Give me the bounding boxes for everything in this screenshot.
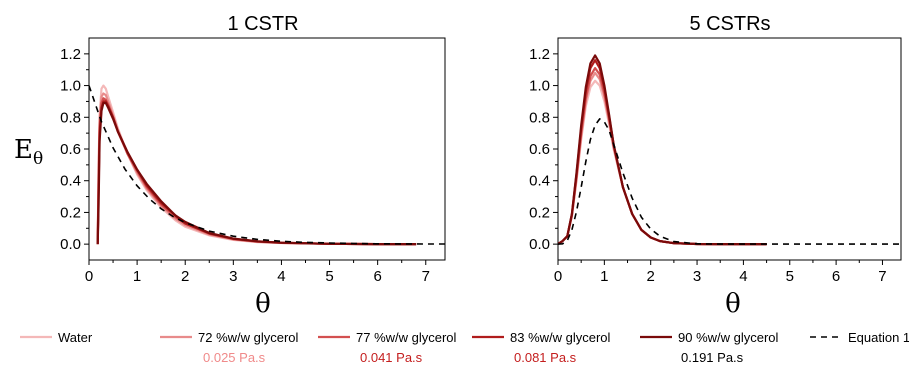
y-tick-label: 0.4: [60, 173, 81, 190]
y-tick-label: 1.2: [60, 46, 81, 63]
legend-label: 90 %w/w glycerol: [678, 330, 779, 345]
x-tick-label: 5: [786, 268, 794, 285]
legend-label: Water: [58, 330, 93, 345]
panel-title: 5 CSTRs: [689, 13, 770, 35]
series-line-equation-1: [89, 85, 445, 245]
y-axis-title-sub: θ: [33, 149, 43, 169]
x-tick-label: 6: [832, 268, 840, 285]
legend-label: 77 %w/w glycerol: [356, 330, 457, 345]
x-tick-label: 6: [373, 268, 381, 285]
x-axis-title: θ: [255, 289, 271, 319]
legend-label: 83 %w/w glycerol: [510, 330, 611, 345]
x-tick-label: 7: [878, 268, 886, 285]
y-tick-label: 0.6: [529, 141, 550, 158]
x-tick-label: 4: [739, 268, 747, 285]
y-tick-label: 0.0: [529, 236, 550, 253]
viscosity-label: 0.025 Pa.s: [203, 350, 266, 365]
y-tick-label: 1.0: [60, 78, 81, 95]
y-tick-label: 0.0: [60, 236, 81, 253]
plot-frame: [88, 37, 446, 261]
y-tick-label: 0.2: [529, 204, 550, 221]
viscosity-label: 0.191 Pa.s: [681, 350, 744, 365]
y-tick-label: 1.2: [529, 46, 550, 63]
x-tick-label: 3: [693, 268, 701, 285]
y-tick-label: 0.8: [60, 109, 81, 126]
series-line-72-w-w-glycerol: [96, 92, 417, 246]
panel-title: 1 CSTR: [227, 13, 298, 35]
y-tick-label: 0.8: [529, 109, 550, 126]
x-tick-label: 2: [647, 268, 655, 285]
series-line-83-w-w-glycerol: [96, 100, 417, 246]
y-axis-title: Eθ: [14, 135, 43, 169]
y-tick-label: 1.0: [529, 78, 550, 95]
x-tick-label: 4: [277, 268, 285, 285]
series-line-water: [558, 79, 767, 246]
y-tick-label: 0.6: [60, 141, 81, 158]
legend-label: Equation 1: [848, 330, 909, 345]
y-tick-label: 0.2: [60, 204, 81, 221]
y-axis-title-main: E: [14, 135, 33, 165]
legend-label: 72 %w/w glycerol: [198, 330, 299, 345]
x-tick-label: 1: [600, 268, 608, 285]
x-tick-label: 0: [85, 268, 93, 285]
series-line-water: [96, 84, 417, 246]
x-tick-label: 2: [181, 268, 189, 285]
x-tick-label: 1: [133, 268, 141, 285]
series-line-equation-1: [558, 118, 901, 245]
series-line-90-w-w-glycerol: [558, 54, 767, 246]
viscosity-label: 0.041 Pa.s: [360, 350, 423, 365]
y-tick-label: 0.4: [529, 173, 550, 190]
x-tick-label: 5: [325, 268, 333, 285]
x-tick-label: 7: [422, 268, 430, 285]
x-axis-title: θ: [725, 289, 741, 319]
viscosity-label: 0.081 Pa.s: [514, 350, 577, 365]
panel-5-cstrs: 5 CSTRs θ 0.0 0.2 0.4 0.6 0.8 1.0 1.2 0 1 2 3 4 5 6 7: [529, 13, 902, 319]
series-line-90-w-w-glycerol: [96, 101, 417, 246]
x-tick-label: 0: [554, 268, 562, 285]
series-line-72-w-w-glycerol: [558, 71, 767, 246]
plot-frame: [557, 37, 902, 261]
legend: Water 72 %w/w glycerol 77 %w/w glycerol 83 …: [20, 330, 909, 365]
series-line-77-w-w-glycerol: [96, 97, 417, 246]
x-tick-label: 3: [229, 268, 237, 285]
panel-1-cstr: 1 CSTR θ 0.0 0.2 0.4 0.6 0.8 1.0 1.2 0 1 2 3 4 5 6 7: [60, 13, 446, 319]
